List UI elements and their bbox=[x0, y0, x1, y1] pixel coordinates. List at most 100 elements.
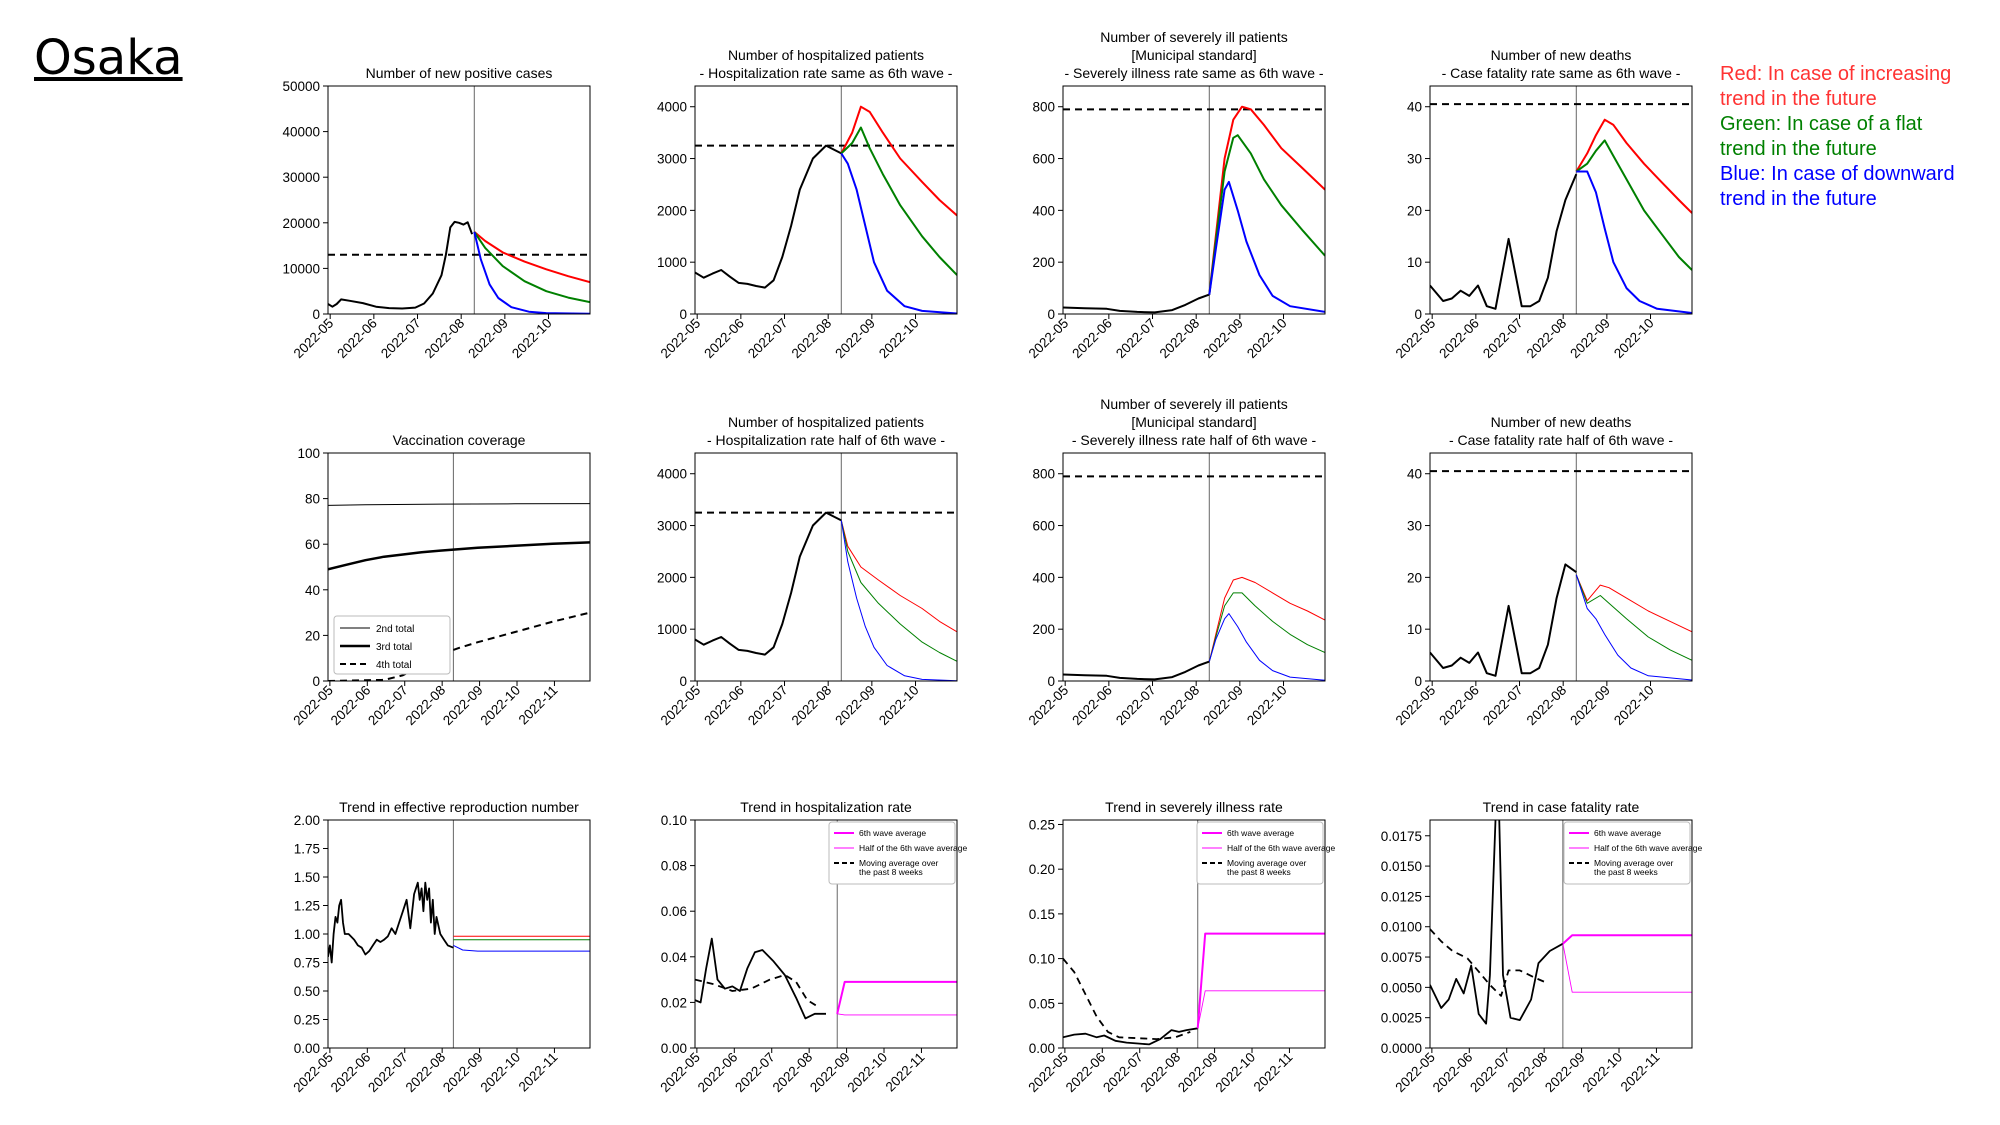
x-tick-label: 2022-06 bbox=[1069, 683, 1115, 729]
x-tick-label: 2022-10 bbox=[477, 1050, 523, 1096]
x-tick-label: 2022-09 bbox=[465, 316, 511, 362]
plot-frame bbox=[694, 452, 958, 682]
x-tick-label: 2022-07 bbox=[732, 1050, 778, 1096]
x-tick-label: 2022-05 bbox=[1393, 316, 1439, 362]
series-line-2 bbox=[1208, 592, 1325, 662]
y-tick-label: 40 bbox=[1407, 100, 1422, 115]
x-tick-label: 2022-10 bbox=[844, 1050, 890, 1096]
y-tick-label: 10 bbox=[1407, 255, 1422, 270]
chart-title: Number of hospitalized patients bbox=[728, 47, 924, 63]
series-line-1 bbox=[1575, 574, 1692, 633]
y-tick-label: 0.10 bbox=[661, 813, 687, 828]
x-tick-label: 2022-07 bbox=[745, 683, 791, 729]
series-line-2 bbox=[1575, 574, 1692, 661]
y-tick-label: 30 bbox=[1407, 519, 1422, 534]
x-tick-label: 2022-07 bbox=[1480, 683, 1526, 729]
legend-label: Moving average over bbox=[859, 858, 939, 868]
y-tick-label: 0.02 bbox=[661, 995, 687, 1010]
y-tick-label: 40000 bbox=[282, 125, 320, 140]
series-line-1 bbox=[1208, 105, 1325, 295]
y-tick-label: 60 bbox=[305, 537, 320, 552]
y-tick-label: 600 bbox=[1032, 152, 1055, 167]
y-tick-label: 2000 bbox=[657, 570, 687, 585]
x-tick-label: 2022-09 bbox=[440, 683, 486, 729]
y-tick-label: 1.50 bbox=[294, 870, 320, 885]
x-tick-label: 2022-10 bbox=[477, 683, 523, 729]
chart-title: - Case fatality rate same as 6th wave - bbox=[1442, 65, 1681, 81]
y-tick-label: 0.25 bbox=[294, 1013, 320, 1028]
legend-label: Half of the 6th wave average bbox=[1227, 843, 1335, 853]
y-tick-label: 10 bbox=[1407, 622, 1422, 637]
y-tick-label: 0 bbox=[679, 674, 687, 689]
y-tick-label: 0 bbox=[679, 307, 687, 322]
legend-label: 3rd total bbox=[376, 642, 412, 653]
x-tick-label: 2022-10 bbox=[876, 683, 922, 729]
series-line-0 bbox=[328, 220, 474, 310]
y-tick-label: 0 bbox=[1047, 307, 1055, 322]
y-tick-label: 20 bbox=[305, 628, 320, 643]
y-tick-label: 0.10 bbox=[1029, 952, 1055, 967]
y-tick-label: 200 bbox=[1032, 622, 1055, 637]
chart-title: Number of hospitalized patients bbox=[728, 414, 924, 430]
x-tick-label: 2022-08 bbox=[789, 683, 835, 729]
y-tick-label: 200 bbox=[1032, 255, 1055, 270]
series-line-1 bbox=[695, 974, 819, 1008]
x-tick-label: 2022-06 bbox=[1063, 1050, 1109, 1096]
plot-area bbox=[328, 86, 590, 314]
vaccination-legend bbox=[333, 615, 451, 675]
series-line-2 bbox=[840, 126, 957, 276]
series-line-1 bbox=[473, 231, 590, 284]
x-tick-label: 2022-07 bbox=[378, 316, 424, 362]
x-tick-label: 2022-08 bbox=[1505, 1050, 1551, 1096]
y-tick-label: 4000 bbox=[657, 467, 687, 482]
legend-blue-line-1: Blue: In case of downward bbox=[1720, 163, 1955, 185]
y-tick-label: 1000 bbox=[657, 255, 687, 270]
x-tick-label: 2022-08 bbox=[403, 683, 449, 729]
y-tick-label: 20 bbox=[1407, 203, 1422, 218]
x-tick-label: 2022-06 bbox=[328, 1050, 374, 1096]
x-tick-label: 2022-09 bbox=[440, 1050, 486, 1096]
plot-frame bbox=[694, 85, 958, 315]
y-tick-label: 20 bbox=[1407, 570, 1422, 585]
series-line-2 bbox=[328, 611, 590, 681]
x-tick-label: 2022-05 bbox=[657, 1050, 703, 1096]
x-tick-label: 2022-06 bbox=[1430, 1050, 1476, 1096]
series-line-1 bbox=[840, 520, 957, 633]
legend-label: 6th wave average bbox=[1227, 828, 1294, 838]
plot-frame bbox=[1429, 452, 1693, 682]
y-tick-label: 0.04 bbox=[661, 950, 688, 965]
x-tick-label: 2022-07 bbox=[1467, 1050, 1513, 1096]
x-tick-label: 2022-11 bbox=[516, 683, 561, 728]
series-line-3 bbox=[453, 944, 590, 952]
chart-title: Trend in effective reproduction number bbox=[339, 799, 579, 815]
chart-cfr: Trend in case fatality rate 0.0000 0.0025 0… bbox=[1381, 799, 1703, 1095]
x-tick-label: 2022-09 bbox=[1200, 316, 1246, 362]
legend-green-line-1: Green: In case of a flat bbox=[1720, 113, 1923, 135]
series-line-0 bbox=[695, 144, 842, 289]
series-line-2 bbox=[1562, 934, 1692, 945]
plot-frame bbox=[327, 85, 591, 315]
x-tick-label: 2022-05 bbox=[658, 683, 704, 729]
chart-title: Number of severely ill patients bbox=[1100, 396, 1288, 412]
chart-title: Number of new deaths bbox=[1491, 47, 1632, 63]
y-tick-label: 80 bbox=[305, 492, 320, 507]
y-tick-label: 30000 bbox=[282, 170, 320, 185]
legend-label: Half of the 6th wave average bbox=[1594, 843, 1702, 853]
x-tick-label: 2022-07 bbox=[365, 683, 411, 729]
x-tick-label: 2022-10 bbox=[1611, 683, 1657, 729]
x-tick-label: 2022-08 bbox=[1524, 316, 1570, 362]
x-tick-label: 2022-08 bbox=[1157, 683, 1203, 729]
legend-label: 6th wave average bbox=[1594, 828, 1661, 838]
series-line-2 bbox=[840, 520, 957, 662]
chart-title: Trend in hospitalization rate bbox=[740, 799, 912, 815]
chart-title: - Severely illness rate half of 6th wave… bbox=[1072, 432, 1317, 448]
x-tick-label: 2022-05 bbox=[1392, 1050, 1438, 1096]
series-line-1 bbox=[1063, 958, 1191, 1040]
x-tick-label: 2022-05 bbox=[1393, 683, 1439, 729]
series-line-2 bbox=[836, 980, 957, 1015]
x-tick-label: 2022-10 bbox=[1244, 683, 1290, 729]
y-tick-label: 0.20 bbox=[1029, 862, 1055, 877]
series-line-3 bbox=[1197, 990, 1325, 1029]
series-line-0 bbox=[695, 511, 842, 656]
chart-hosp-rate: Trend in hospitalization rate 0.00 0.02 0.0… bbox=[657, 799, 967, 1095]
